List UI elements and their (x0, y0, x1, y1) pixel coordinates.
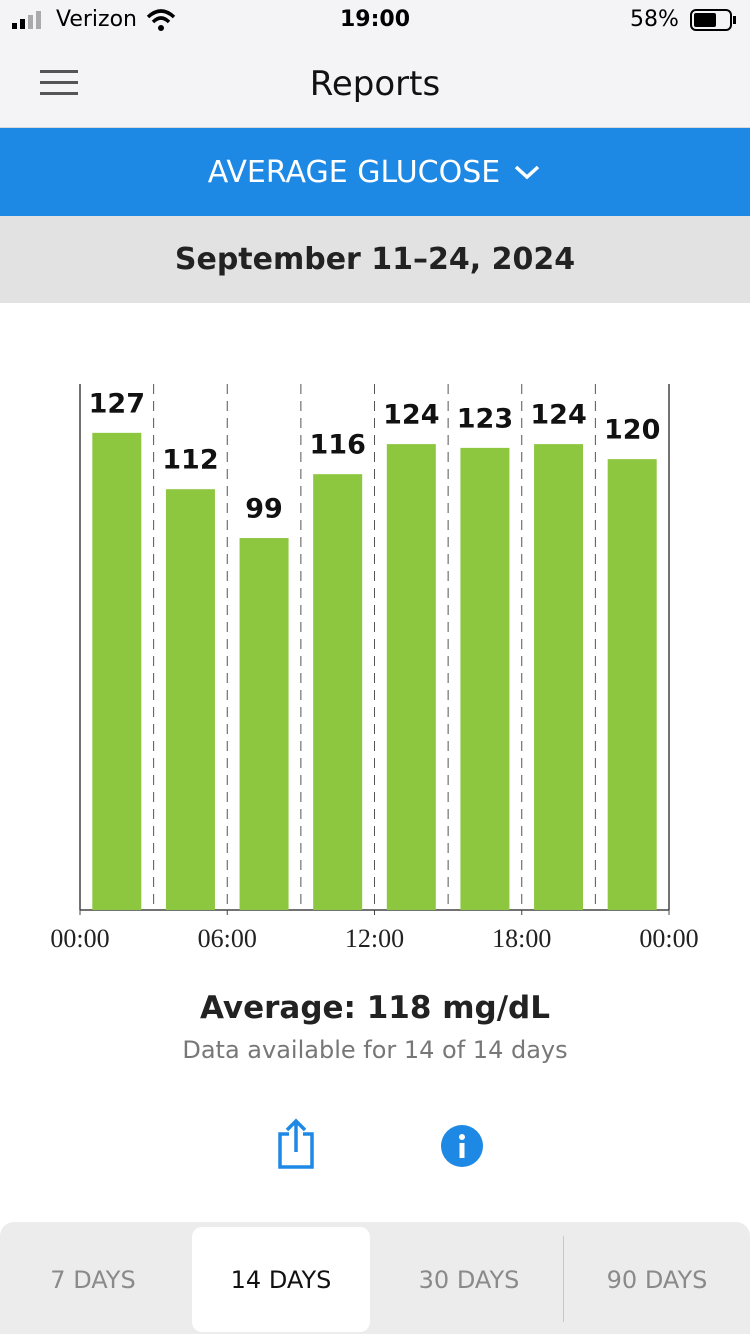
nav-bar: Reports (0, 40, 750, 128)
date-label: September 11–24, 2024 (174, 242, 576, 277)
value-label: 99 (245, 494, 283, 525)
bar (534, 444, 584, 910)
status-bar: Verizon 19:00 58% (0, 0, 750, 40)
value-label: 127 (89, 388, 145, 419)
chart: 127 112 99 116 124 123 124 120 00:00 06:00 12:00 18… (50, 384, 699, 953)
report-selector[interactable]: AVERAGE GLUCOSE (0, 128, 750, 216)
info-button[interactable] (440, 1124, 484, 1168)
bar (92, 432, 142, 910)
value-label: 123 (457, 403, 513, 434)
date-range: September 11–24, 2024 (0, 216, 750, 303)
bar (313, 474, 363, 910)
battery-level: 58% (630, 7, 679, 32)
separator (563, 1236, 564, 1322)
battery-icon (690, 9, 736, 31)
report-label: AVERAGE GLUCOSE (207, 154, 501, 190)
x-tick-label: 18:00 (492, 924, 551, 953)
bar (165, 489, 215, 910)
share-button[interactable] (276, 1118, 318, 1170)
availability-text: Data available for 14 of 14 days (182, 1036, 568, 1064)
clock: 19:00 (340, 7, 411, 32)
wifi-icon (146, 9, 176, 31)
value-label: 124 (530, 400, 586, 431)
x-tick-label: 06:00 (198, 924, 257, 953)
value-label: 112 (162, 445, 218, 476)
period-tab[interactable]: 14 DAYS (192, 1227, 370, 1332)
period-tab[interactable]: 30 DAYS (418, 1265, 520, 1294)
period-tabs: 7 DAYS 14 DAYS 30 DAYS 90 DAYS (0, 1222, 750, 1334)
period-tab[interactable]: 7 DAYS (50, 1265, 136, 1294)
value-label: 116 (310, 430, 366, 461)
page-title: Reports (309, 64, 441, 104)
value-label: 120 (604, 415, 660, 446)
menu-button[interactable] (40, 70, 80, 100)
value-label: 124 (383, 400, 439, 431)
average-text: Average: 118 mg/dL (200, 990, 550, 1026)
chevron (515, 165, 540, 180)
x-tick-label: 00:00 (50, 924, 109, 953)
x-tick-label: 12:00 (345, 924, 404, 953)
period-tab[interactable]: 90 DAYS (606, 1265, 708, 1294)
x-tick-label: 00:00 (639, 924, 698, 953)
carrier: Verizon (56, 7, 137, 32)
bar (239, 538, 289, 910)
bar (386, 444, 436, 910)
bar (460, 447, 510, 910)
signal-icon (12, 11, 41, 29)
bar (607, 459, 657, 910)
